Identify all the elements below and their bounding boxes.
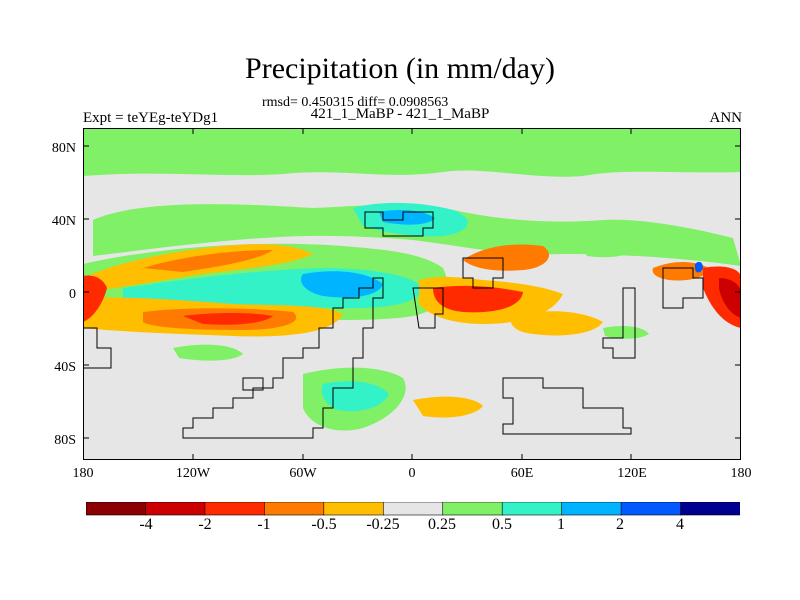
colorbar-swatch bbox=[680, 502, 740, 516]
north-africa-orange bbox=[463, 244, 550, 271]
africa-red-core bbox=[433, 285, 523, 313]
coastlines bbox=[83, 211, 704, 439]
asia-orange bbox=[652, 262, 709, 281]
experiment-label: Expt = teYEg-teYDg1 bbox=[83, 110, 219, 126]
colorbar-label: 1 bbox=[557, 516, 565, 533]
scatter-green-3 bbox=[603, 326, 649, 339]
lon-label-0: 0 bbox=[408, 466, 416, 481]
lat-label-80n: 80N bbox=[51, 141, 76, 156]
colorbar-swatch bbox=[86, 502, 147, 516]
colorbar-swatch bbox=[501, 502, 563, 516]
colorbar-label: -0.25 bbox=[366, 516, 400, 533]
colorbar-swatch bbox=[382, 502, 444, 516]
colorbar-label: -1 bbox=[257, 516, 271, 533]
colorbar-swatch bbox=[264, 502, 325, 516]
colorbar-swatch bbox=[561, 502, 622, 516]
colorbar-swatch bbox=[204, 502, 266, 516]
tropical-blue-core bbox=[301, 271, 383, 298]
stats-line: rmsd= 0.450315 diff= 0.0908563 bbox=[262, 95, 449, 110]
season-label: ANN bbox=[709, 110, 743, 126]
colorbar bbox=[86, 502, 740, 516]
colorbar-swatch bbox=[323, 502, 385, 516]
colorbar-label: 0.5 bbox=[492, 516, 512, 533]
south-atlantic-orange bbox=[413, 396, 483, 418]
colorbar-label: 0.25 bbox=[428, 516, 456, 533]
lon-label-120w: 120W bbox=[175, 466, 211, 481]
lon-label-60w: 60W bbox=[289, 466, 317, 481]
east-edge-darkred bbox=[719, 278, 741, 318]
colorbar-label: -2 bbox=[198, 516, 212, 533]
map-ticks bbox=[83, 128, 741, 460]
lat-label-80s: 80S bbox=[54, 433, 76, 448]
scatter-green-1 bbox=[173, 344, 243, 361]
colorbar-swatch bbox=[145, 502, 206, 516]
lon-label-180w: 180 bbox=[72, 466, 94, 481]
lon-label-180e: 180 bbox=[730, 466, 752, 481]
lon-label-120e: 120E bbox=[617, 466, 647, 481]
lat-label-40s: 40S bbox=[54, 360, 76, 375]
colorbar-label: 4 bbox=[676, 516, 684, 533]
colorbar-swatch bbox=[442, 502, 503, 516]
colorbar-swatch bbox=[620, 502, 682, 516]
lat-label-40n: 40N bbox=[51, 214, 76, 229]
north-central-blue-2 bbox=[379, 210, 435, 225]
comparison-label: 421_1_MaBP - 421_1_MaBP bbox=[310, 106, 490, 122]
east-blue-spot bbox=[695, 261, 703, 273]
westpac-red bbox=[83, 275, 107, 322]
colorbar-label: -0.5 bbox=[311, 516, 337, 533]
colorbar-label: -4 bbox=[139, 516, 153, 533]
south-pacific-deep-red bbox=[183, 313, 273, 325]
precipitation-difference-map bbox=[83, 128, 741, 460]
southern-ocean-cyan bbox=[321, 381, 389, 412]
lon-label-60e: 60E bbox=[510, 466, 534, 481]
north-pacific-orange-2 bbox=[143, 250, 273, 272]
map-title: Precipitation (in mm/day) bbox=[245, 52, 555, 85]
arctic-green-band bbox=[83, 128, 741, 177]
colorbar-label: 2 bbox=[616, 516, 624, 533]
lat-label-0: 0 bbox=[69, 287, 76, 302]
scatter-green-2 bbox=[583, 244, 631, 258]
indian-ocean-orange bbox=[511, 311, 603, 336]
